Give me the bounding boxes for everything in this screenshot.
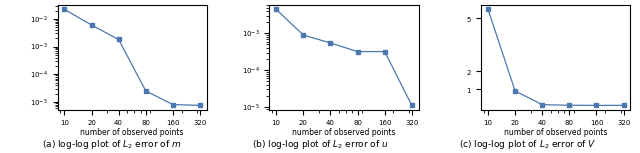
X-axis label: number of observed points: number of observed points [81, 128, 184, 137]
X-axis label: number of observed points: number of observed points [504, 128, 607, 137]
X-axis label: number of observed points: number of observed points [292, 128, 396, 137]
Text: (c) log-log plot of $L_2$ error of $V$: (c) log-log plot of $L_2$ error of $V$ [460, 138, 596, 151]
Text: (a) log-log plot of $L_2$ error of $m$: (a) log-log plot of $L_2$ error of $m$ [42, 138, 182, 151]
Text: (b) log-log plot of $L_2$ error of $u$: (b) log-log plot of $L_2$ error of $u$ [252, 138, 388, 151]
